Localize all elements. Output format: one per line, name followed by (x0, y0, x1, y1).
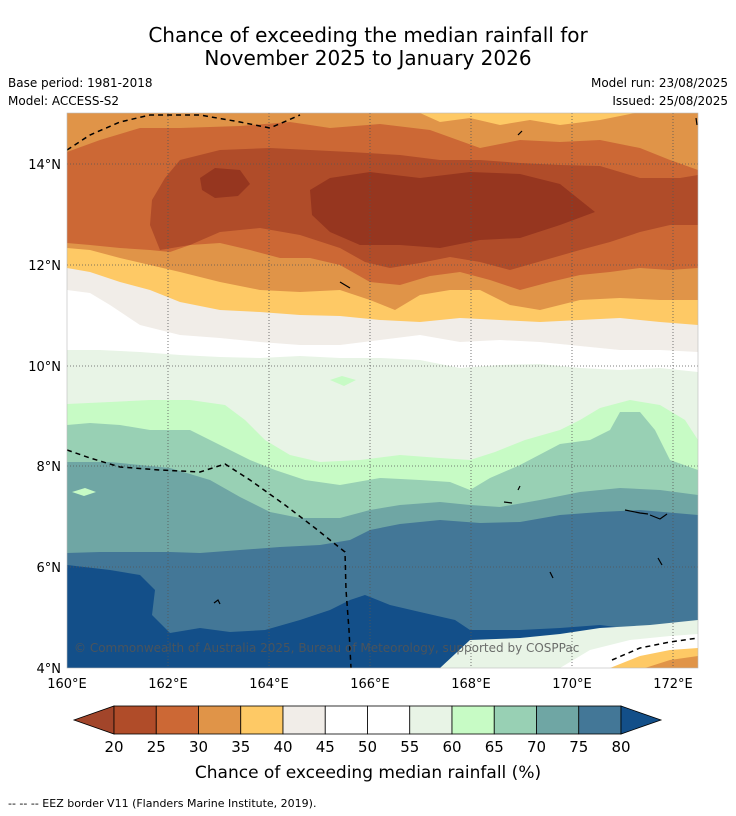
lat-label-6n: 6°N (37, 561, 62, 576)
lon-label-168e: 168°E (451, 677, 491, 692)
blob-60-65 (330, 376, 356, 386)
band-bottom-right-orange (645, 656, 698, 668)
colorbar-60-65 (451, 705, 495, 735)
copyright-text: © Commonwealth of Australia 2025, Bureau… (74, 641, 579, 655)
colorbar-75-80 (578, 705, 622, 735)
colorbar-45-50 (324, 705, 368, 735)
colorbar-tick-65: 65 (485, 738, 504, 756)
colorbar-tick-60: 60 (442, 738, 461, 756)
colorbar-55-60 (409, 705, 453, 735)
forecast-map-figure: © Commonwealth of Australia 2025, Bureau… (28, 112, 699, 783)
lon-label-166e: 166°E (350, 677, 390, 692)
colorbar-tick-20: 20 (104, 738, 123, 756)
colorbar-tick-40: 40 (273, 738, 292, 756)
colorbar-70-75 (536, 705, 580, 735)
issued-text: Issued: 25/08/2025 (612, 94, 728, 108)
colorbar-25-30 (155, 705, 199, 735)
base-period-text: Base period: 1981-2018 (8, 76, 153, 90)
plot-frame (66, 112, 699, 669)
colorbar-tick-55: 55 (400, 738, 419, 756)
colorbar-tick-30: 30 (189, 738, 208, 756)
colorbar-lt20 (72, 705, 115, 735)
colorbar-50-55 (367, 705, 411, 735)
colorbar-tick-50: 50 (358, 738, 377, 756)
lon-label-172e: 172°E (653, 677, 693, 692)
band-lt20 (310, 172, 595, 248)
model-run-text: Model run: 23/08/2025 (590, 76, 728, 90)
colorbar-label: Chance of exceeding median rainfall (%) (195, 763, 541, 783)
colorbar-35-40 (240, 705, 284, 735)
lon-label-164e: 164°E (249, 677, 289, 692)
islands (213, 117, 698, 605)
colorbar-gt80 (620, 705, 663, 735)
colorbar-tick-75: 75 (569, 738, 588, 756)
colorbar-30-35 (198, 705, 242, 735)
band-lt20-small (200, 168, 250, 198)
lon-label-162e: 162°E (148, 677, 188, 692)
colorbar-tick-70: 70 (527, 738, 546, 756)
map-title-line-2: November 2025 to January 2026 (204, 46, 532, 70)
lon-label-160e: 160°E (47, 677, 87, 692)
colorbar-tick-35: 35 (231, 738, 250, 756)
lat-label-14n: 14°N (28, 158, 61, 173)
eez-border-footnote: -- -- -- EEZ border V11 (Flanders Marine… (8, 797, 317, 810)
colorbar-65-70 (493, 705, 537, 735)
lon-label-170e: 170°E (552, 677, 592, 692)
eez-border (67, 114, 698, 668)
colorbar-tick-45: 45 (316, 738, 335, 756)
forecast-map-plot: © Commonwealth of Australia 2025, Bureau… (67, 113, 698, 668)
lat-label-10n: 10°N (28, 360, 61, 375)
colorbar-40-45 (282, 705, 326, 735)
lat-label-4n: 4°N (37, 662, 62, 677)
map-title-line-1: Chance of exceeding the median rainfall … (148, 23, 588, 47)
lat-label-8n: 8°N (37, 460, 62, 475)
colorbar-tick-25: 25 (147, 738, 166, 756)
colorbar (72, 705, 663, 735)
model-text: Model: ACCESS-S2 (8, 94, 120, 108)
map-gridlines (67, 113, 698, 668)
lat-label-12n: 12°N (28, 259, 61, 274)
blob-left-7n (72, 488, 96, 496)
colorbar-tick-80: 80 (611, 738, 630, 756)
colorbar-20-25 (113, 705, 157, 735)
